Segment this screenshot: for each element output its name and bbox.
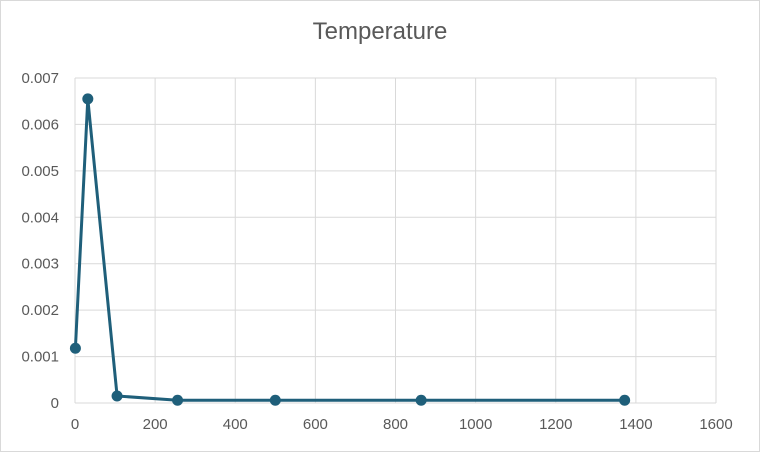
axes: 0 200 400 600 800 1000 1200 1400 1600 0 0.001 0.002… [21,70,732,433]
x-tick-label: 200 [143,416,168,433]
x-tick-label: 600 [303,416,328,433]
y-tick-label: 0.003 [21,256,59,273]
data-point [269,394,281,406]
x-tick-label: 1400 [619,416,652,433]
gridlines [75,77,717,403]
data-point [619,394,631,406]
y-tick-label: 0.007 [21,70,59,87]
x-tick-label: 400 [223,416,248,433]
data-point [111,390,123,402]
data-point [172,394,184,406]
x-tick-label: 1000 [459,416,492,433]
x-tick-label: 0 [71,416,79,433]
y-tick-label: 0.005 [21,163,59,180]
y-tick-label: 0.001 [21,349,59,366]
data-point [415,394,427,406]
x-tick-label: 1200 [539,416,572,433]
chart-title: Temperature [312,18,448,45]
series-line [73,97,625,402]
data-points [69,93,631,406]
data-point [69,342,81,354]
series-line-group [73,97,625,402]
data-point [82,93,94,105]
y-tick-label: 0.006 [21,116,59,133]
y-tick-label: 0.002 [21,302,59,319]
y-tick-label: 0 [51,395,59,412]
x-tick-label: 800 [383,416,408,433]
x-tick-label: 1600 [699,416,732,433]
y-tick-label: 0.004 [21,209,59,226]
